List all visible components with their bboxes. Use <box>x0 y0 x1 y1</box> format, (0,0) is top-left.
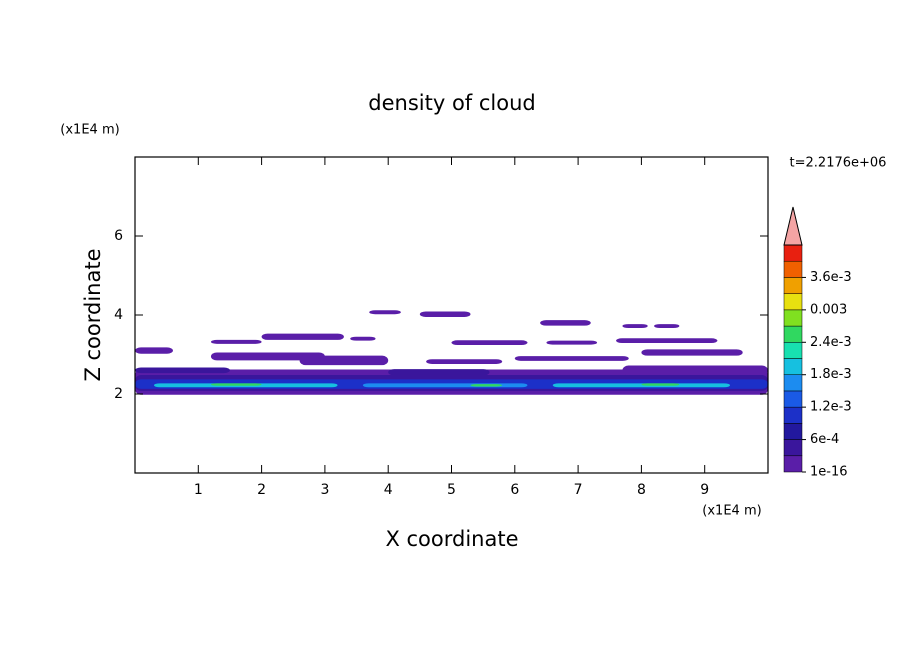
colorbar-tick-label: 3.6e-3 <box>810 270 852 285</box>
x-tick-label: 1 <box>194 482 203 498</box>
colorbar-tick-label: 6e-4 <box>810 432 839 447</box>
colorbar-box <box>783 260 803 278</box>
colorbar-box <box>783 325 803 343</box>
x-unit: (x1E4 m) <box>702 504 761 519</box>
cloud-patch <box>641 349 743 356</box>
x-tick-label: 3 <box>320 482 329 498</box>
colorbar-box <box>783 374 803 392</box>
cloud-patch <box>210 339 262 344</box>
cloud-patch <box>470 384 503 387</box>
cloud-patch <box>350 336 376 341</box>
x-tick-label: 4 <box>384 482 393 498</box>
colorbar-tick-label: 1.8e-3 <box>810 367 852 382</box>
cloud-patch <box>135 347 173 354</box>
colorbar-box <box>783 244 803 262</box>
cloud-patch <box>451 340 528 346</box>
colorbar-extension <box>783 206 803 246</box>
y-tick-label: 2 <box>114 386 123 402</box>
colorbar-box <box>783 455 803 473</box>
colorbar-box <box>783 423 803 440</box>
x-tick-label: 9 <box>700 482 709 498</box>
cloud-patch <box>546 340 598 345</box>
cloud-patch <box>210 352 325 361</box>
x-tick-label: 8 <box>637 482 646 498</box>
colorbar-box <box>783 277 803 294</box>
colorbar-tick-label: 0.003 <box>810 302 847 317</box>
colorbar-box <box>783 342 803 359</box>
x-axis-label: X coordinate <box>385 527 518 551</box>
colorbar-box <box>783 358 803 375</box>
colorbar-box <box>783 406 803 424</box>
colorbar-tick-label: 1e-16 <box>810 465 848 480</box>
y-axis-label: Z coordinate <box>81 248 105 381</box>
x-tick-label: 2 <box>257 482 266 498</box>
cloud-patch <box>210 383 262 386</box>
y-tick-label: 6 <box>114 228 123 244</box>
cloud-patch <box>426 359 503 364</box>
colorbar-box <box>783 309 803 327</box>
colorbar-box <box>783 390 803 408</box>
cloud-patch <box>622 324 648 329</box>
cloud-patch <box>369 310 401 315</box>
cloud-patch <box>514 356 629 361</box>
time-annotation: t=2.2176e+06 <box>790 156 887 171</box>
y-tick-label: 4 <box>114 307 123 323</box>
chart-title: density of cloud <box>368 91 535 115</box>
cloud-patch <box>641 383 680 386</box>
cloud-patch <box>388 369 490 376</box>
cloud-patch <box>261 333 344 340</box>
cloud-patch <box>622 365 768 376</box>
colorbar-tick-label: 2.4e-3 <box>810 335 852 350</box>
cloud-patch <box>135 367 230 374</box>
cloud-patch <box>299 355 389 366</box>
colorbar-box <box>783 293 803 311</box>
cloud-patch <box>540 320 591 326</box>
cloud-patch <box>616 338 718 344</box>
colorbar-tick-label: 1.2e-3 <box>810 400 852 415</box>
y-unit: (x1E4 m) <box>60 123 119 138</box>
cloud-patch <box>552 383 731 388</box>
colorbar-box <box>783 439 803 457</box>
x-tick-label: 6 <box>510 482 519 498</box>
cloud-patch <box>419 311 471 317</box>
cloud-patch <box>654 324 680 329</box>
x-tick-label: 5 <box>447 482 456 498</box>
cloud-patch <box>362 383 528 388</box>
x-tick-label: 7 <box>574 482 583 498</box>
